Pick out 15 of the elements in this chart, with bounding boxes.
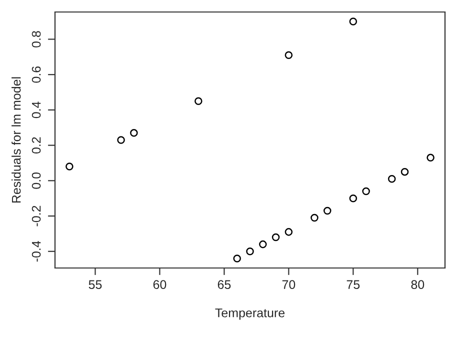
- y-tick-label: 0.8: [32, 31, 41, 48]
- y-tick-label: -0.2: [32, 206, 41, 226]
- x-tick-label: 55: [88, 280, 102, 289]
- y-axis-title: Residuals for lm model: [12, 77, 21, 203]
- x-tick-label: 65: [218, 280, 231, 289]
- x-tick-label: 60: [153, 280, 166, 289]
- y-tick-label: 0.4: [32, 102, 41, 118]
- x-tick-label: 70: [282, 280, 296, 289]
- y-tick-label: 0.2: [32, 137, 41, 154]
- x-axis-title: Temperature: [215, 308, 285, 320]
- y-tick-label: 0.0: [32, 172, 41, 189]
- x-tick-label: 80: [411, 280, 424, 289]
- y-tick-label: 0.6: [32, 66, 41, 83]
- y-tick-label: -0.4: [32, 240, 41, 262]
- x-tick-label: 75: [346, 280, 360, 289]
